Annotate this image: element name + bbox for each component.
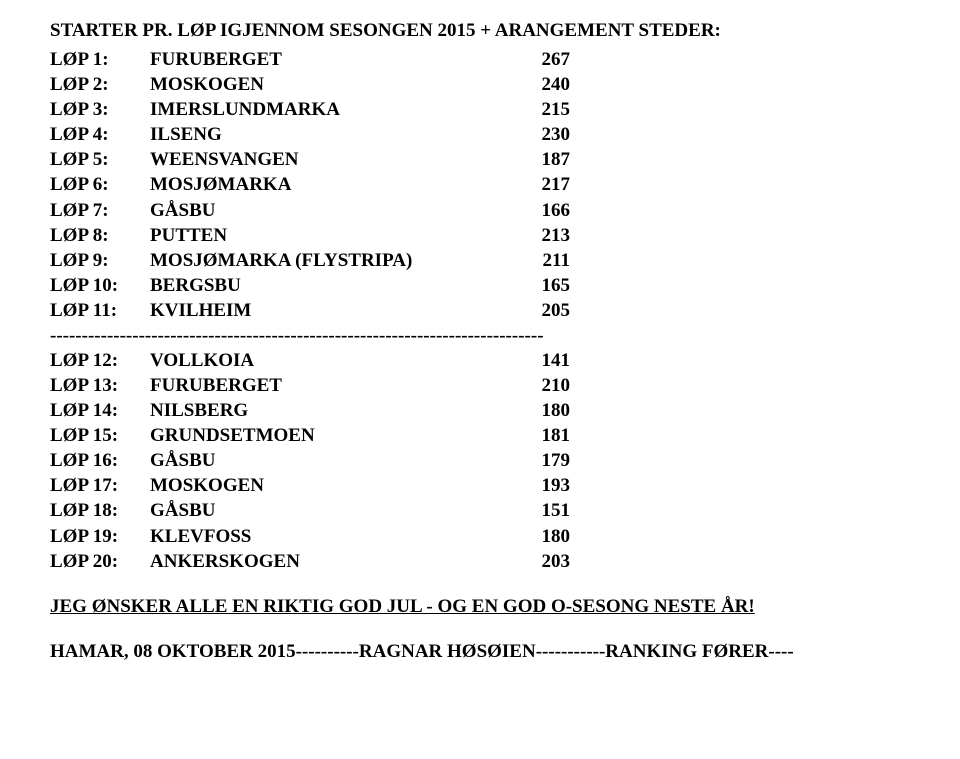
row-name: MOSKOGEN (150, 473, 510, 498)
row-value: 166 (510, 198, 910, 223)
row-value: 211 (510, 248, 910, 273)
row-value: 165 (510, 273, 910, 298)
table-row: LØP 17: MOSKOGEN 193 (50, 473, 910, 498)
row-name: MOSJØMARKA (FLYSTRIPA) (150, 248, 510, 273)
row-label: LØP 16: (50, 448, 150, 473)
row-label: LØP 5: (50, 147, 150, 172)
footer-text: HAMAR, 08 OKTOBER 2015----------RAGNAR H… (50, 639, 910, 664)
table-row: LØP 4: ILSENG 230 (50, 122, 910, 147)
row-label: LØP 1: (50, 47, 150, 72)
rows-block-1: LØP 1: FURUBERGET 267 LØP 2: MOSKOGEN 24… (50, 47, 910, 323)
table-row: LØP 3: IMERSLUNDMARKA 215 (50, 97, 910, 122)
row-label: LØP 17: (50, 473, 150, 498)
row-value: 213 (510, 223, 910, 248)
row-name: MOSJØMARKA (150, 172, 510, 197)
table-row: LØP 20: ANKERSKOGEN 203 (50, 549, 910, 574)
row-label: LØP 7: (50, 198, 150, 223)
row-label: LØP 3: (50, 97, 150, 122)
row-label: LØP 18: (50, 498, 150, 523)
row-value: 193 (510, 473, 910, 498)
table-row: LØP 16: GÅSBU 179 (50, 448, 910, 473)
table-row: LØP 11: KVILHEIM 205 (50, 298, 910, 323)
row-name: ANKERSKOGEN (150, 549, 510, 574)
page: STARTER PR. LØP IGJENNOM SESONGEN 2015 +… (0, 0, 960, 759)
row-value: 217 (510, 172, 910, 197)
table-row: LØP 13: FURUBERGET 210 (50, 373, 910, 398)
table-row: LØP 12: VOLLKOIA 141 (50, 348, 910, 373)
row-label: LØP 6: (50, 172, 150, 197)
row-label: LØP 11: (50, 298, 150, 323)
row-label: LØP 4: (50, 122, 150, 147)
table-row: LØP 19: KLEVFOSS 180 (50, 524, 910, 549)
row-value: 141 (510, 348, 910, 373)
row-value: 210 (510, 373, 910, 398)
table-row: LØP 8: PUTTEN 213 (50, 223, 910, 248)
row-value: 267 (510, 47, 910, 72)
row-name: GÅSBU (150, 198, 510, 223)
row-value: 215 (510, 97, 910, 122)
table-row: LØP 7: GÅSBU 166 (50, 198, 910, 223)
row-label: LØP 8: (50, 223, 150, 248)
row-name: NILSBERG (150, 398, 510, 423)
row-value: 187 (510, 147, 910, 172)
row-name: FURUBERGET (150, 47, 510, 72)
row-value: 240 (510, 72, 910, 97)
row-label: LØP 2: (50, 72, 150, 97)
row-value: 180 (510, 398, 910, 423)
row-value: 181 (510, 423, 910, 448)
row-name: BERGSBU (150, 273, 510, 298)
separator-line: ----------------------------------------… (50, 323, 910, 348)
table-row: LØP 10: BERGSBU 165 (50, 273, 910, 298)
row-name: KVILHEIM (150, 298, 510, 323)
row-name: GÅSBU (150, 448, 510, 473)
row-label: LØP 10: (50, 273, 150, 298)
row-label: LØP 14: (50, 398, 150, 423)
table-row: LØP 1: FURUBERGET 267 (50, 47, 910, 72)
row-name: ILSENG (150, 122, 510, 147)
table-row: LØP 5: WEENSVANGEN 187 (50, 147, 910, 172)
table-row: LØP 15: GRUNDSETMOEN 181 (50, 423, 910, 448)
wish-text: JEG ØNSKER ALLE EN RIKTIG GOD JUL - OG E… (50, 594, 910, 619)
row-label: LØP 9: (50, 248, 150, 273)
row-name: GRUNDSETMOEN (150, 423, 510, 448)
row-label: LØP 15: (50, 423, 150, 448)
rows-block-2: LØP 12: VOLLKOIA 141 LØP 13: FURUBERGET … (50, 348, 910, 574)
page-title: STARTER PR. LØP IGJENNOM SESONGEN 2015 +… (50, 18, 910, 43)
row-value: 180 (510, 524, 910, 549)
row-name: WEENSVANGEN (150, 147, 510, 172)
row-name: KLEVFOSS (150, 524, 510, 549)
table-row: LØP 6: MOSJØMARKA 217 (50, 172, 910, 197)
row-name: IMERSLUNDMARKA (150, 97, 510, 122)
row-name: FURUBERGET (150, 373, 510, 398)
row-name: MOSKOGEN (150, 72, 510, 97)
row-value: 230 (510, 122, 910, 147)
row-label: LØP 12: (50, 348, 150, 373)
row-label: LØP 20: (50, 549, 150, 574)
table-row: LØP 18: GÅSBU 151 (50, 498, 910, 523)
row-name: GÅSBU (150, 498, 510, 523)
table-row: LØP 9: MOSJØMARKA (FLYSTRIPA) 211 (50, 248, 910, 273)
row-value: 203 (510, 549, 910, 574)
row-value: 205 (510, 298, 910, 323)
row-label: LØP 19: (50, 524, 150, 549)
row-name: VOLLKOIA (150, 348, 510, 373)
row-value: 179 (510, 448, 910, 473)
row-label: LØP 13: (50, 373, 150, 398)
row-name: PUTTEN (150, 223, 510, 248)
table-row: LØP 2: MOSKOGEN 240 (50, 72, 910, 97)
table-row: LØP 14: NILSBERG 180 (50, 398, 910, 423)
row-value: 151 (510, 498, 910, 523)
